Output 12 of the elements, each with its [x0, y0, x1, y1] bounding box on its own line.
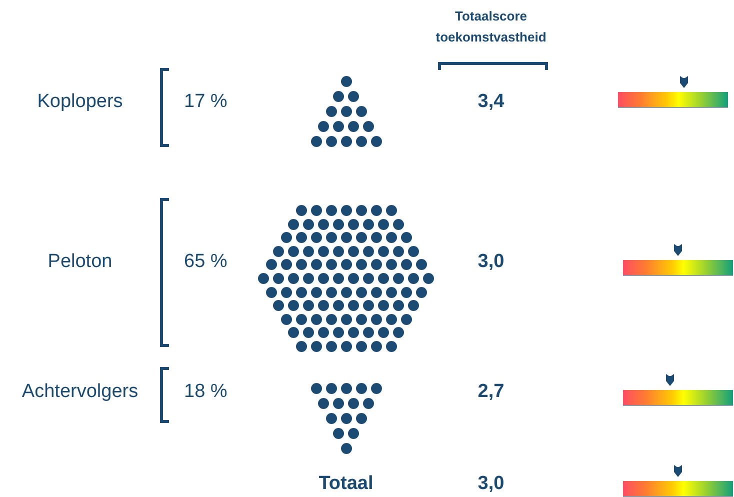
data-label: 18 % [184, 381, 228, 402]
text: Totaalscore toekomstvastheid [436, 8, 546, 45]
category-label: Totaal [318, 473, 374, 494]
data-label: 2,7 [478, 381, 504, 402]
data-label: 3,0 [478, 251, 504, 272]
category-label: Achtervolgers [22, 381, 138, 402]
category-label: Peloton [48, 251, 112, 272]
data-label: 65 % [184, 251, 228, 272]
category-label: Koplopers [37, 91, 123, 112]
data-label: 17 % [184, 91, 228, 112]
data-label: 3,0 [478, 473, 504, 494]
data-label: 3,4 [478, 91, 505, 112]
